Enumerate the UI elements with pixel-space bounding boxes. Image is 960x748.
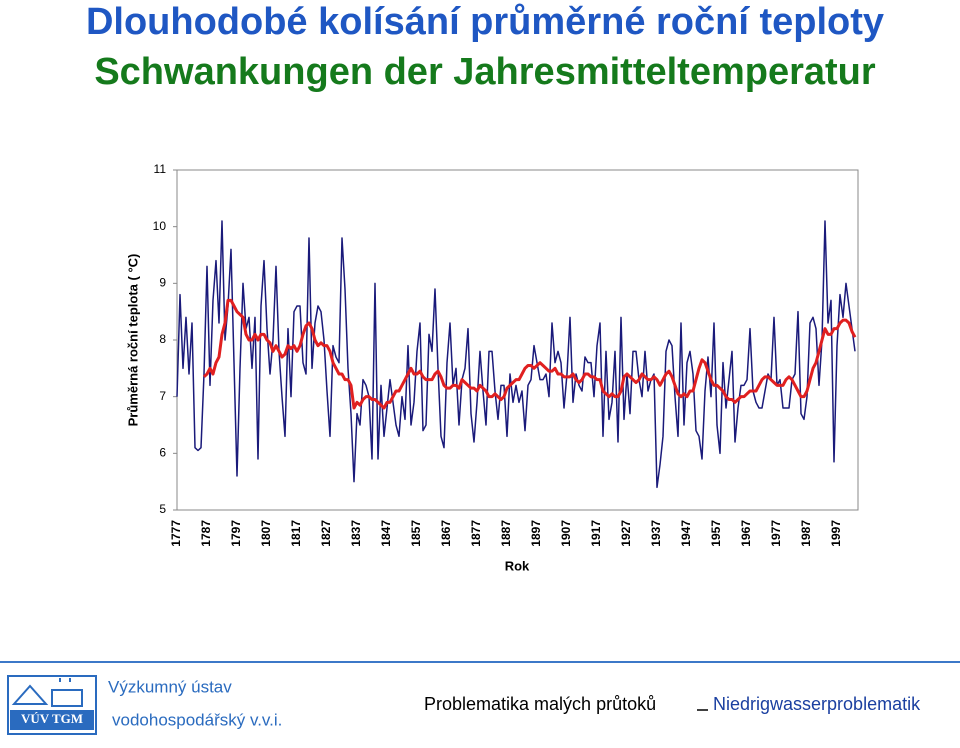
topic-cz: Problematika malých průtoků	[424, 694, 656, 714]
x-tick-label: 1887	[499, 520, 513, 547]
x-tick-label: 1907	[559, 520, 573, 547]
x-tick-label: 1947	[679, 520, 693, 547]
logo: VÚV TGM	[7, 675, 97, 735]
x-tick-label: 1847	[379, 520, 393, 547]
logo-band	[10, 710, 94, 730]
x-tick-label: 1937	[649, 520, 663, 547]
y-tick-label: 7	[159, 389, 166, 403]
topic-de: Niedrigwasserproblematik	[713, 694, 921, 714]
y-tick-label: 9	[159, 276, 166, 290]
logo-frame	[7, 675, 97, 735]
x-tick-label: 1867	[439, 520, 453, 547]
x-tick-label: 1957	[709, 520, 723, 547]
y-tick-label: 6	[159, 446, 166, 460]
x-tick-label: 1777	[169, 520, 183, 547]
logo-drawing	[11, 678, 83, 707]
x-tick-label: 1987	[799, 520, 813, 547]
x-tick-label: 1877	[469, 520, 483, 547]
x-tick-label: 1797	[229, 520, 243, 547]
subtitle: Schwankungen der Jahresmitteltemperatur	[94, 51, 876, 93]
y-axis-label: Průměrná roční teplota ( °C)	[125, 254, 140, 427]
annual-line	[176, 220, 856, 489]
y-tick-label: 11	[154, 162, 167, 176]
x-tick-label: 1817	[289, 520, 303, 547]
x-tick-label: 1807	[259, 520, 273, 547]
x-tick-label: 1927	[619, 520, 633, 547]
x-axis-label: Rok	[505, 558, 530, 573]
x-tick-label: 1967	[739, 520, 753, 547]
institute-line: Výzkumný ústav	[108, 677, 232, 696]
moving-average-line	[202, 298, 857, 410]
x-tick-label: 1977	[769, 520, 783, 547]
x-tick-label: 1997	[829, 520, 843, 547]
logo-text: VÚV TGM	[21, 711, 83, 726]
x-tick-label: 1827	[319, 520, 333, 547]
x-tick-label: 1837	[349, 520, 363, 547]
institute-line: vodohospodářský v.v.i.	[112, 710, 282, 729]
title: Dlouhodobé kolísání průměrné roční teplo…	[86, 1, 884, 43]
x-tick-label: 1917	[589, 520, 603, 547]
x-tick-label: 1857	[409, 520, 423, 547]
y-tick-label: 10	[153, 219, 167, 233]
x-tick-label: 1787	[199, 520, 213, 547]
x-tick-label: 1897	[529, 520, 543, 547]
y-tick-label: 8	[159, 332, 166, 346]
y-tick-label: 5	[159, 502, 166, 516]
